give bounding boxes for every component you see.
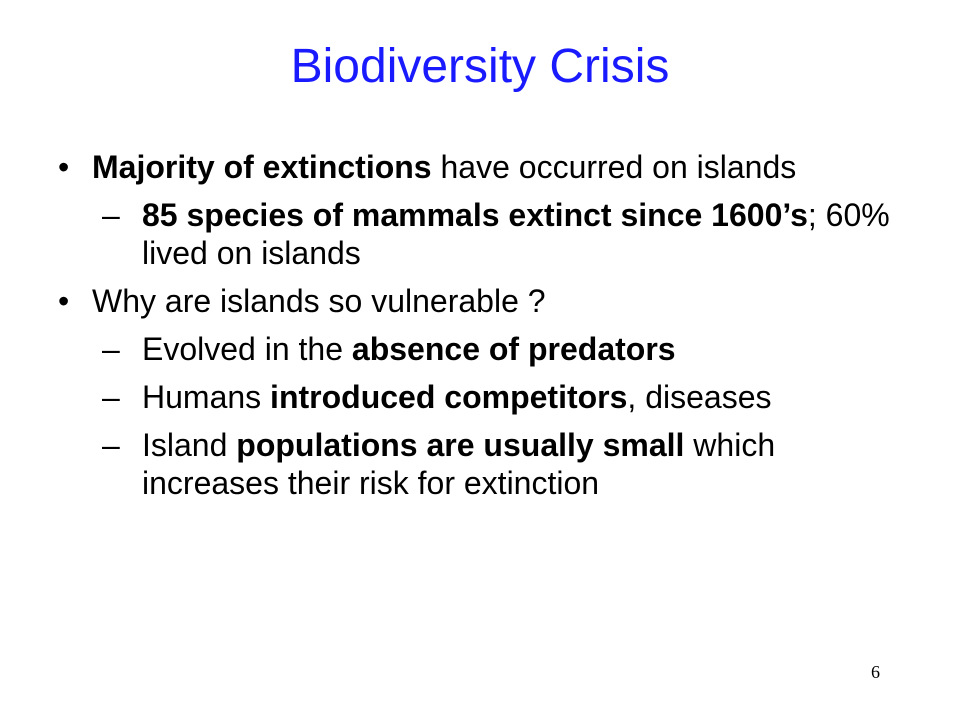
text: Why are islands so vulnerable ? [92, 283, 546, 319]
bullet-item: • Why are islands so vulnerable ? [58, 282, 908, 320]
bold-text: Majority of extinctions [92, 149, 432, 185]
text: Evolved in the [142, 331, 352, 367]
text: ; 60% lived on islands [142, 197, 890, 271]
text: have occurred on islands [431, 149, 797, 185]
text: which increases their risk for extinctio… [142, 427, 776, 501]
text: Island [142, 427, 237, 463]
bold-text: 85 species of mammals extinct since 1600… [142, 197, 808, 233]
page-number: 6 [871, 662, 880, 682]
sub-bullet-item: – Humans introduced competitors, diseases [58, 378, 908, 416]
bold-text: absence of predators [351, 331, 676, 367]
dash-marker: – [102, 331, 120, 367]
bullet-marker: • [58, 283, 70, 319]
bullet-list: • Majority of extinctions have occurred o… [58, 148, 908, 512]
dash-marker: – [102, 427, 120, 463]
sub-bullet-item: – Evolved in the absence of predators [58, 330, 908, 368]
bold-text: populations are usually small [236, 427, 685, 463]
bullet-item: • Majority of extinctions have occurred o… [58, 148, 908, 186]
dash-marker: – [102, 379, 120, 415]
bold-text: introduced competitors [270, 379, 628, 415]
bullet-marker: • [58, 149, 70, 185]
sub-bullet-item: – Island populations are usually small wh… [58, 426, 908, 502]
text: Humans [142, 379, 271, 415]
dash-marker: – [102, 197, 120, 233]
slide-title: Biodiversity Crisis [290, 40, 670, 93]
text: , diseases [627, 379, 772, 415]
sub-bullet-item: –85 species of mammals extinct since 160… [58, 196, 908, 272]
